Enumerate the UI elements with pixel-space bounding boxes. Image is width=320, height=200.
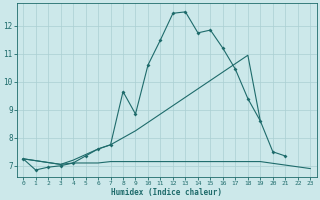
- X-axis label: Humidex (Indice chaleur): Humidex (Indice chaleur): [111, 188, 222, 197]
